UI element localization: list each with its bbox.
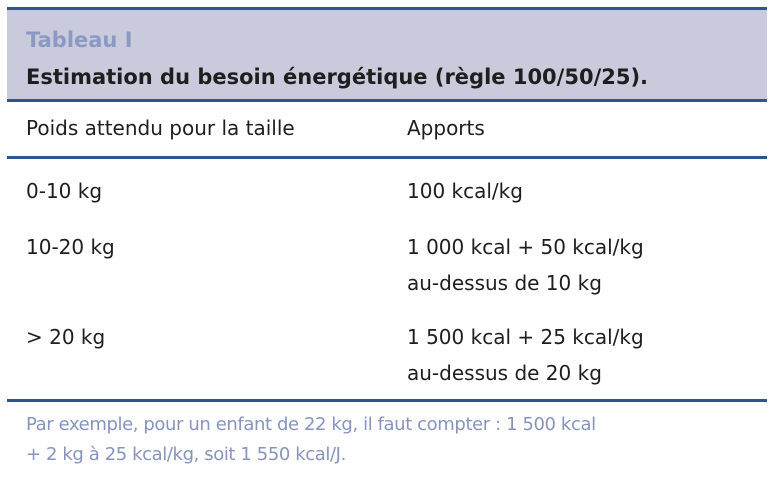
row-2-weight: 10-20 kg	[26, 235, 115, 259]
table-label: Tableau I	[26, 28, 133, 52]
row-1-intake: 100 kcal/kg	[407, 179, 523, 203]
table-title: Estimation du besoin énergétique (règle …	[26, 65, 649, 89]
row-1-weight: 0-10 kg	[26, 179, 103, 203]
column-headers: Poids attendu pour la taille Apports	[7, 102, 767, 159]
footnote-line-1: Par exemple, pour un enfant de 22 kg, il…	[26, 414, 596, 435]
energy-table: Tableau I Estimation du besoin énergétiq…	[7, 7, 767, 402]
table-caption: Tableau I Estimation du besoin énergétiq…	[7, 7, 767, 102]
footnote-line-2: + 2 kg à 25 kcal/kg, soit 1 550 kcal/J.	[26, 444, 346, 465]
row-2-intake-line-1: 1 000 kcal + 50 kcal/kg	[407, 235, 644, 259]
row-3-weight: > 20 kg	[26, 325, 106, 349]
row-2-intake-line-2: au-dessus de 10 kg	[407, 271, 602, 295]
column-header-weight: Poids attendu pour la taille	[26, 116, 295, 140]
table-body: 0-10 kg 100 kcal/kg 10-20 kg 1 000 kcal …	[7, 159, 767, 402]
column-header-intake: Apports	[407, 116, 485, 140]
row-3-intake-line-2: au-dessus de 20 kg	[407, 361, 602, 385]
table-footnote: Par exemple, pour un enfant de 22 kg, il…	[26, 410, 596, 470]
row-3-intake-line-1: 1 500 kcal + 25 kcal/kg	[407, 325, 644, 349]
